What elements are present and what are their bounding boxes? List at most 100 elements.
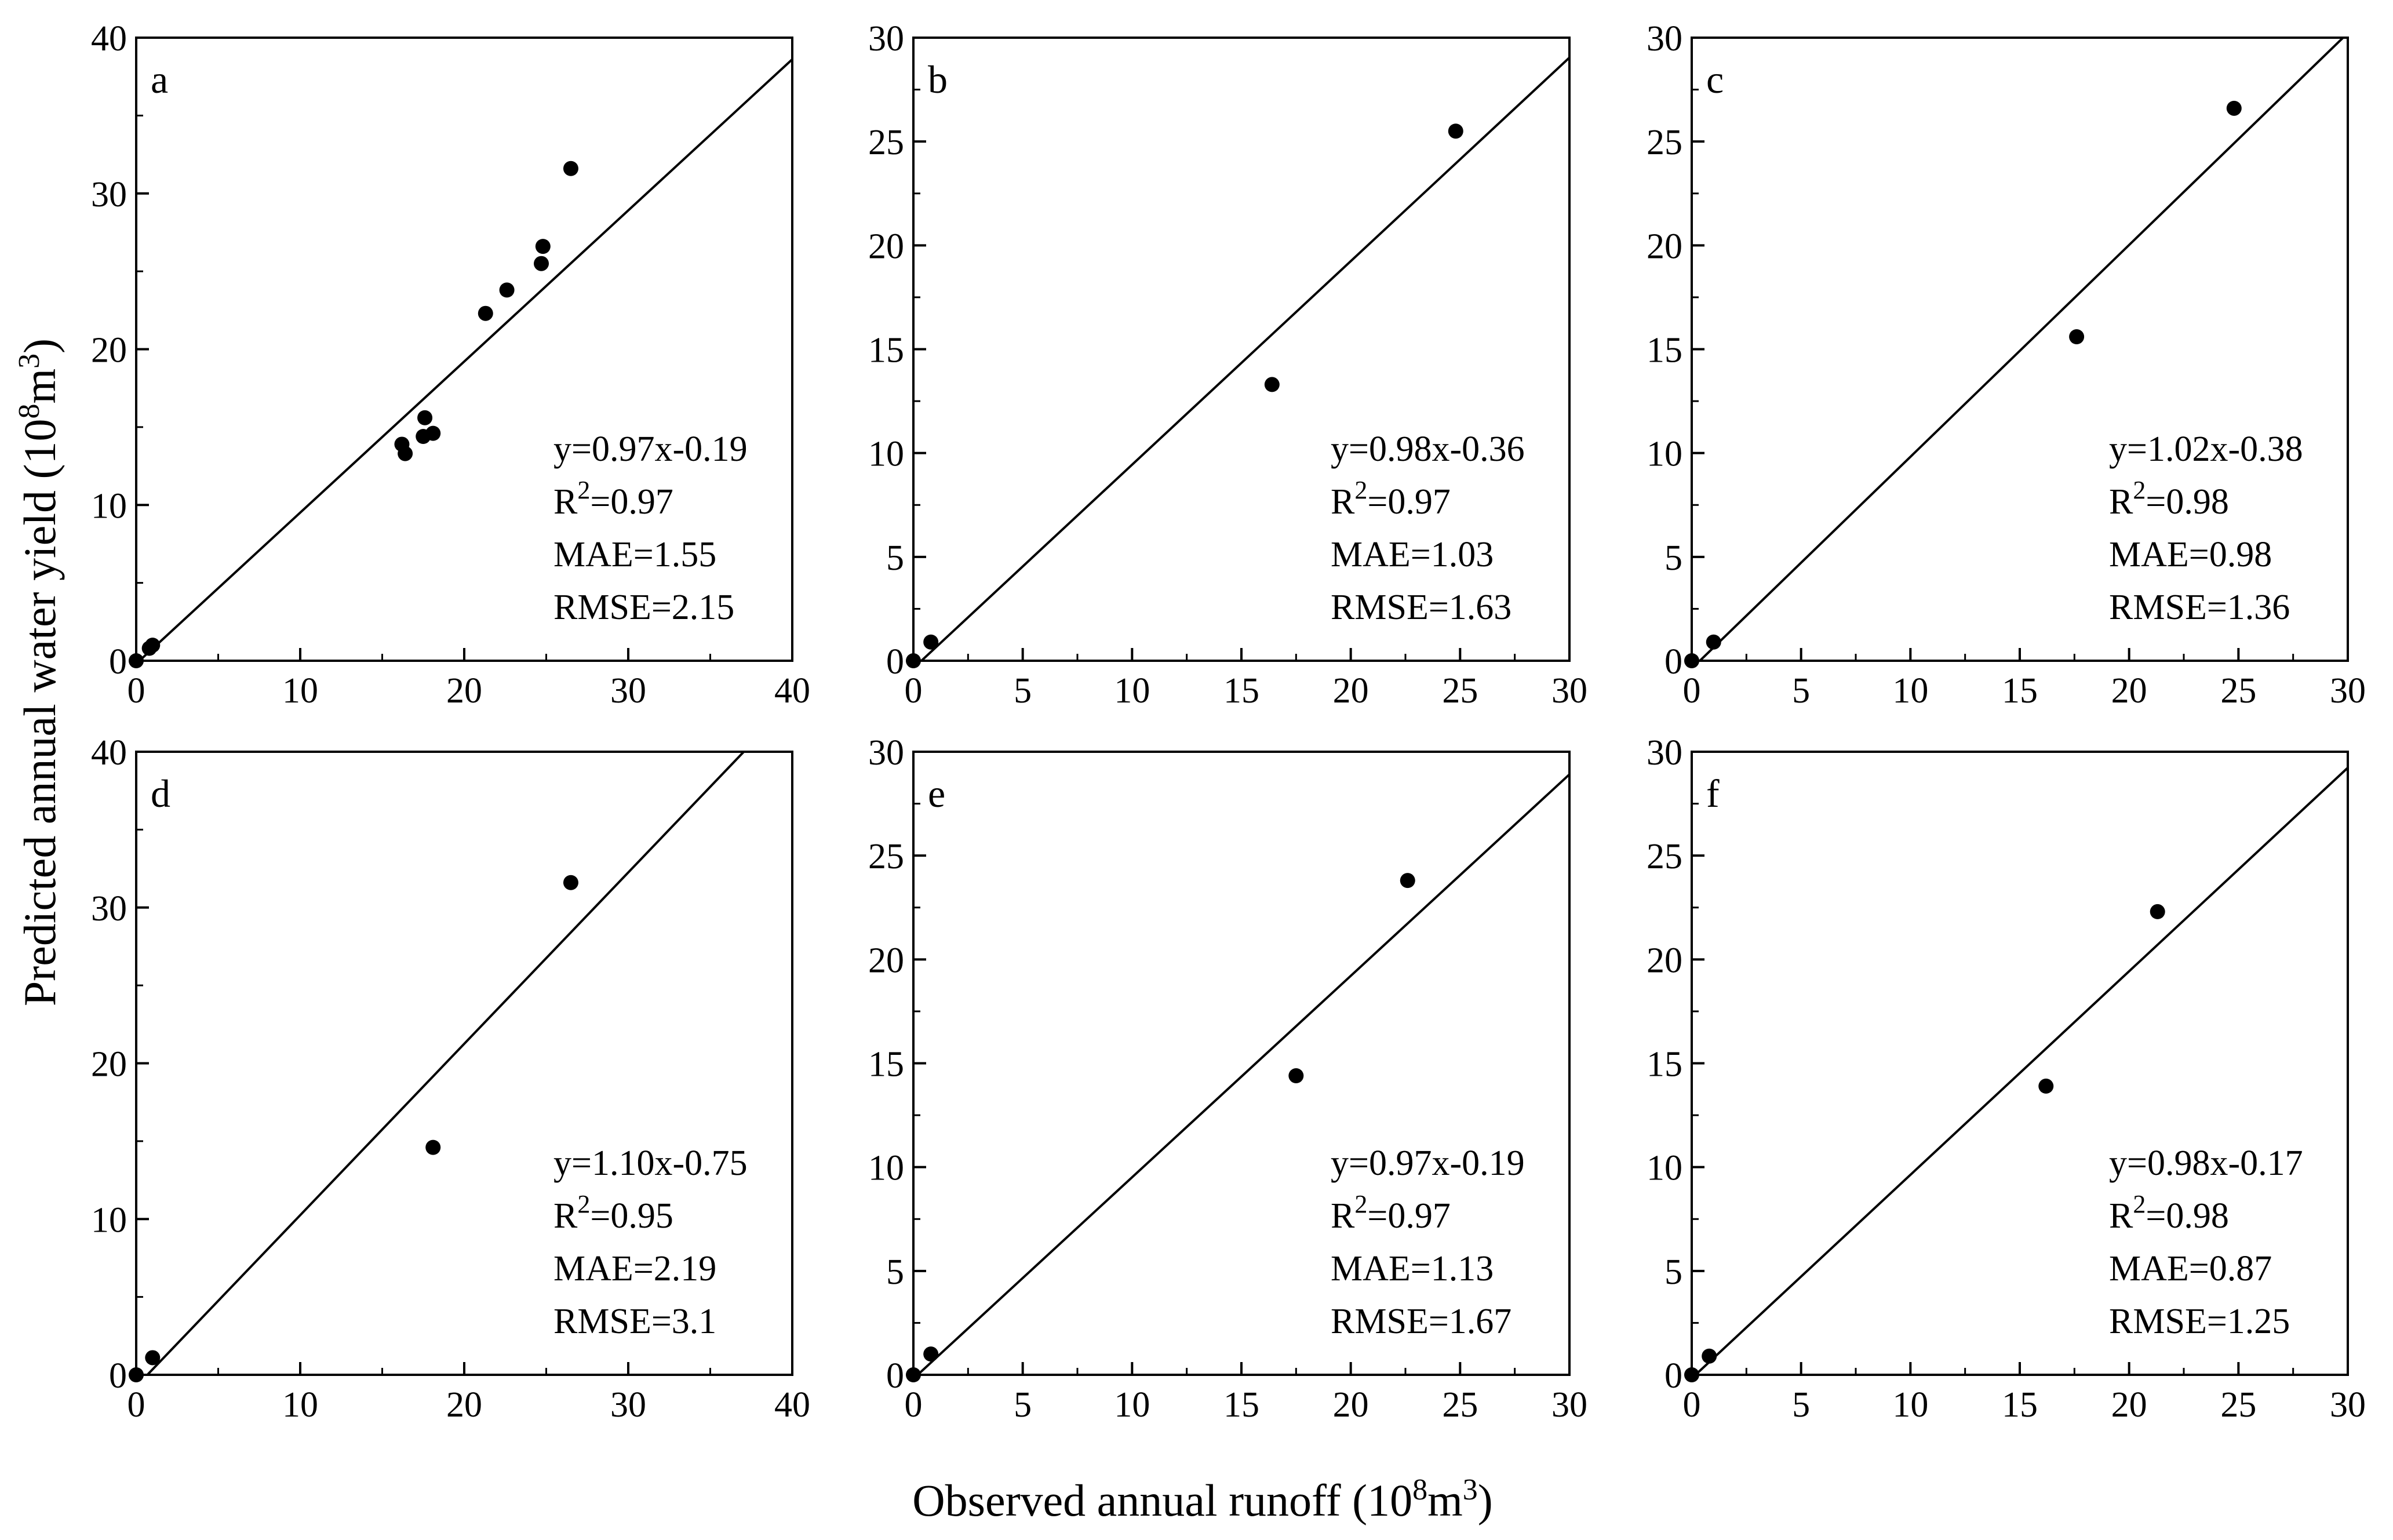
y-tick-label: 30: [868, 733, 904, 773]
y-tick-label: 30: [91, 175, 127, 214]
x-axis-title-end: ): [1478, 1475, 1493, 1526]
r-squared-value: =0.95: [590, 1196, 673, 1236]
y-tick-label: 5: [886, 538, 904, 578]
rmse-value: RMSE=1.36: [2109, 588, 2290, 627]
rmse-value: RMSE=1.25: [2109, 1302, 2290, 1341]
x-tick-label: 40: [774, 1385, 810, 1425]
data-point: [1684, 1367, 1699, 1382]
mae-value: MAE=1.55: [553, 535, 716, 574]
x-tick-label: 30: [2330, 1385, 2366, 1425]
x-tick-label: 10: [1892, 671, 1928, 711]
y-tick-label: 25: [1647, 837, 1682, 876]
r-squared-sup: 2: [577, 1190, 590, 1218]
y-tick-label: 0: [886, 642, 904, 682]
y-tick-label: 5: [1664, 1253, 1682, 1292]
panel-d: 0 10 20 30 40 0 10 20 30 40 d y=1.10x-0.75 R2=0.95 MA…: [91, 733, 810, 1425]
x-tick-label: 20: [446, 671, 482, 711]
y-tick-label: 10: [91, 486, 127, 526]
fit-line: [916, 773, 1569, 1375]
x-axis-title-main: Observed annual runoff (10: [912, 1475, 1412, 1526]
r-squared: R2=0.98: [2109, 476, 2229, 522]
x-axis-title-sup2: 3: [1463, 1473, 1478, 1506]
x-tick-label: 15: [2002, 671, 2038, 711]
data-point: [2150, 904, 2165, 919]
x-tick-label: 20: [2111, 671, 2147, 711]
x-axis-title: Observed annual runoff (108m3): [912, 1473, 1492, 1526]
data-point: [535, 239, 551, 254]
x-axis-title-unit: m: [1427, 1475, 1463, 1526]
r-squared-value: =0.98: [2146, 1196, 2228, 1236]
r-squared: R2=0.98: [2109, 1190, 2229, 1236]
y-tick-label: 10: [868, 1149, 904, 1188]
mae-value: MAE=0.87: [2109, 1249, 2272, 1288]
y-tick-label: 20: [91, 331, 127, 370]
data-point: [1400, 873, 1415, 889]
y-tick-label: 30: [91, 889, 127, 929]
x-tick-label: 30: [610, 1385, 646, 1425]
panel-letter: b: [928, 57, 948, 101]
fit-line: [919, 56, 1569, 661]
regression-equation: y=0.98x-0.17: [2109, 1144, 2303, 1183]
data-point: [1706, 634, 1721, 650]
r-squared-sup: 2: [2133, 476, 2146, 504]
x-tick-label: 0: [905, 1385, 923, 1425]
x-tick-label: 30: [1551, 671, 1587, 711]
mae-value: MAE=2.19: [553, 1249, 716, 1288]
data-point: [1288, 1068, 1304, 1083]
y-tick-label: 30: [1647, 733, 1682, 773]
regression-equation: y=0.98x-0.36: [1331, 429, 1525, 469]
x-tick-label: 20: [1333, 671, 1369, 711]
data-point: [499, 282, 515, 298]
data-point: [129, 1367, 144, 1382]
y-tick-label: 30: [868, 19, 904, 59]
y-tick-label: 40: [91, 733, 127, 773]
y-tick-label: 20: [1647, 941, 1682, 980]
x-tick-label: 25: [2220, 1385, 2256, 1425]
data-point: [129, 653, 144, 668]
x-tick-label: 0: [1683, 671, 1701, 711]
y-tick-label: 20: [1647, 227, 1682, 266]
y-tick-label: 30: [1647, 19, 1682, 59]
y-tick-label: 25: [1647, 123, 1682, 162]
r-squared-sup: 2: [1354, 476, 1367, 504]
r-squared-sup: 2: [577, 476, 590, 504]
panel-b: 0 5 10 15 20 25 30 0 5 10 15 20 25 30 b y=0.98x-0.36 R2=…: [868, 19, 1587, 711]
y-tick-label: 20: [91, 1045, 127, 1084]
r-squared: R2=0.97: [553, 476, 673, 522]
x-tick-label: 10: [282, 1385, 318, 1425]
panel-letter: d: [151, 771, 170, 815]
r-squared-value: =0.98: [2146, 482, 2228, 522]
x-tick-label: 10: [1892, 1385, 1928, 1425]
x-tick-label: 20: [2111, 1385, 2147, 1425]
y-axis-title-unit: m: [14, 369, 65, 404]
x-tick-label: 15: [1223, 671, 1259, 711]
y-tick-label: 15: [868, 1045, 904, 1084]
y-tick-label: 0: [109, 1356, 127, 1396]
regression-equation: y=1.10x-0.75: [553, 1144, 748, 1183]
data-point: [417, 410, 433, 425]
x-tick-label: 25: [1442, 1385, 1478, 1425]
fit-line: [1698, 38, 2345, 661]
data-point: [398, 446, 413, 461]
y-tick-label: 15: [868, 331, 904, 370]
panel-letter: a: [151, 57, 168, 101]
data-point: [478, 305, 493, 321]
r-squared-sup: 2: [1354, 1190, 1367, 1218]
y-tick-label: 0: [1664, 642, 1682, 682]
data-point: [906, 653, 921, 668]
y-tick-label: 0: [1664, 1356, 1682, 1396]
mae-value: MAE=1.13: [1331, 1249, 1494, 1288]
x-tick-label: 5: [1792, 671, 1810, 711]
data-point: [2226, 100, 2242, 116]
y-tick-label: 0: [886, 1356, 904, 1396]
x-tick-label: 10: [1114, 671, 1150, 711]
x-axis-title-sup: 8: [1412, 1473, 1427, 1506]
panel-a: 0 10 20 30 40 0 10 20 30 40 a y=0.97x-0.19 R2=0.97 MA…: [91, 19, 810, 711]
x-tick-label: 5: [1014, 1385, 1032, 1425]
panel-c: 0 5 10 15 20 25 30 0 5 10 15 20 25 30 c y=1.02x-0.38 R2=…: [1647, 19, 2366, 711]
y-tick-label: 20: [868, 941, 904, 980]
y-tick-label: 5: [886, 1253, 904, 1292]
x-tick-label: 30: [2330, 671, 2366, 711]
mae-value: MAE=1.03: [1331, 535, 1494, 574]
data-point: [2038, 1078, 2054, 1094]
